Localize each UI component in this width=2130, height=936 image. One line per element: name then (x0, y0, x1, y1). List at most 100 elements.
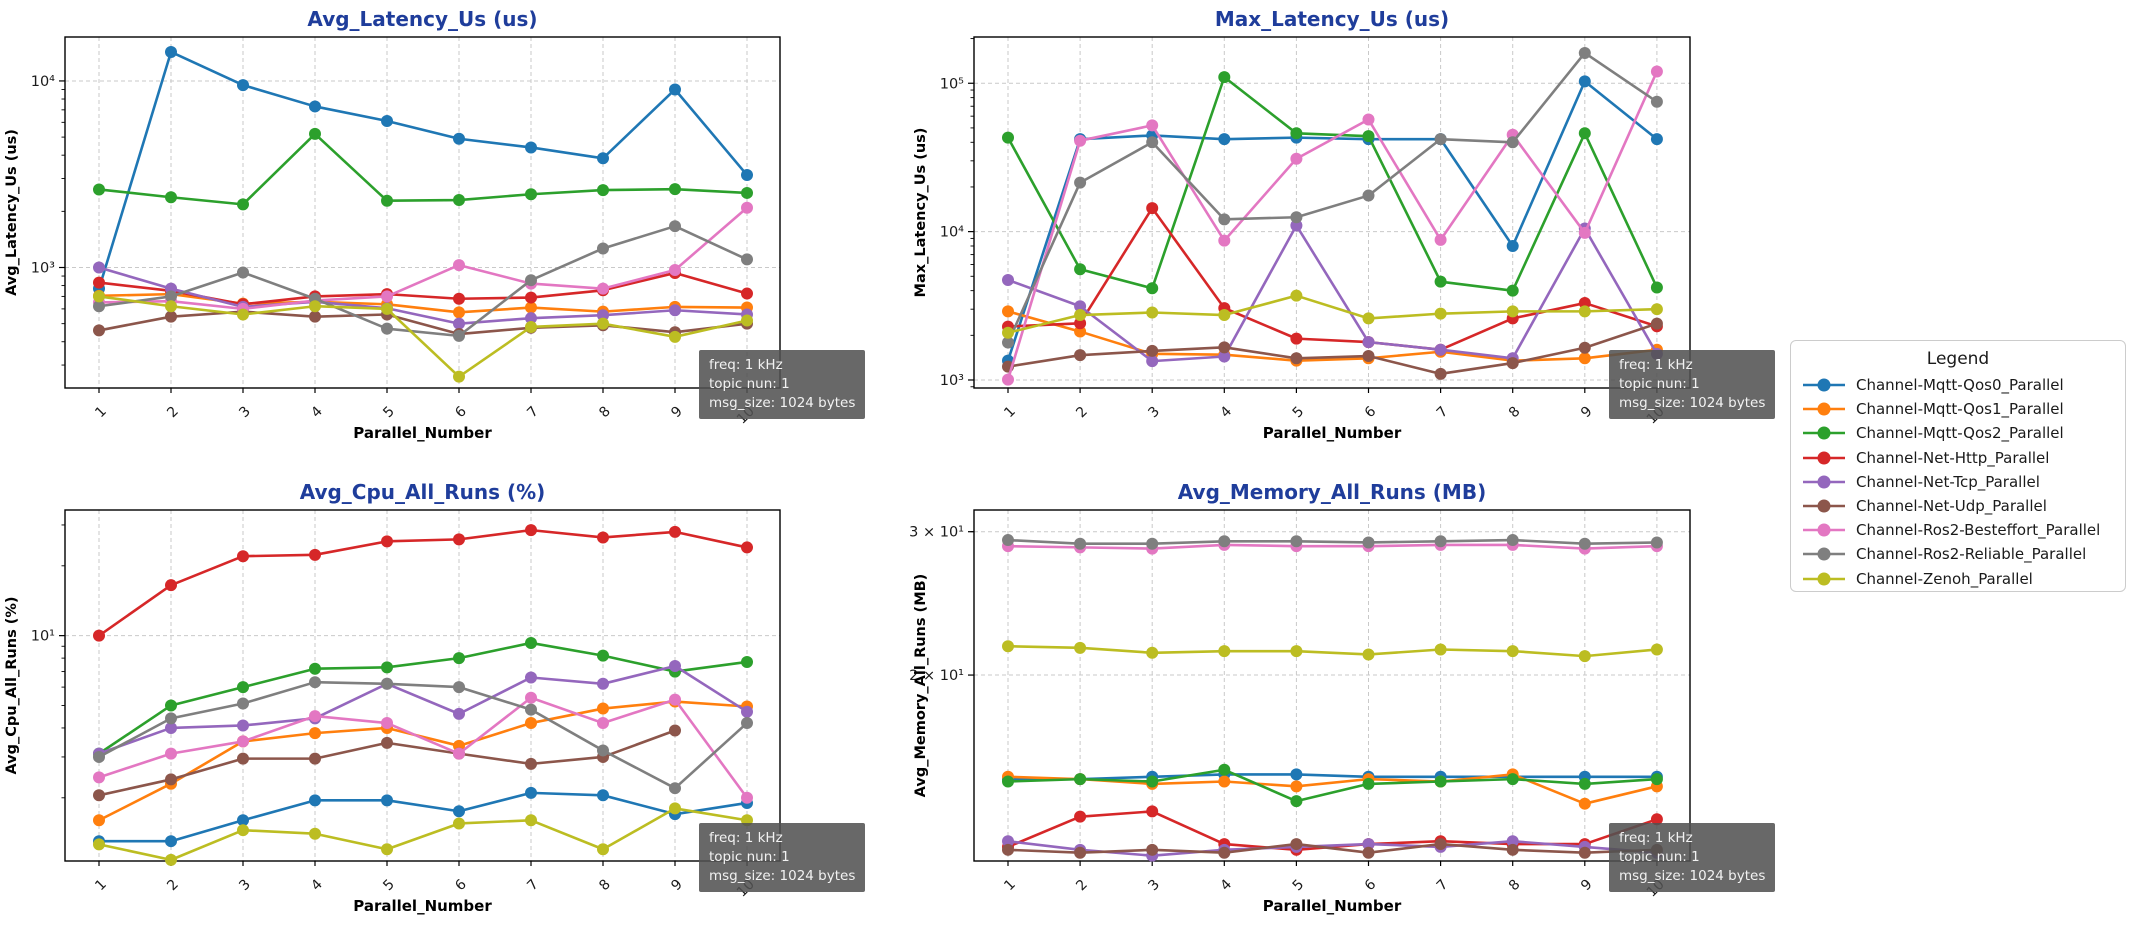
series-point-Channel-Net-Udp_Parallel (1434, 838, 1447, 851)
series-point-Channel-Ros2-Reliable_Parallel (1002, 534, 1014, 547)
series-point-Channel-Zenoh_Parallel (1650, 303, 1663, 316)
series-point-Channel-Mqtt-Qos0_Parallel (1218, 133, 1231, 146)
series-point-Channel-Net-Tcp_Parallel (525, 671, 537, 684)
series-point-Channel-Net-Http_Parallel (1146, 805, 1159, 818)
series-line-Channel-Mqtt-Qos0_Parallel (99, 791, 748, 843)
series-point-Channel-Net-Http_Parallel (1074, 317, 1087, 330)
series-point-Channel-Net-Udp_Parallel (1146, 843, 1159, 856)
series-point-Channel-Mqtt-Qos0_Parallel (597, 152, 609, 165)
series-point-Channel-Ros2-Reliable_Parallel (1290, 535, 1303, 548)
series-point-Channel-Ros2-Reliable_Parallel (1146, 136, 1159, 149)
series-point-Channel-Ros2-Besteffort_Parallel (1002, 373, 1014, 386)
series-point-Channel-Net-Udp_Parallel (381, 736, 393, 749)
series-point-Channel-Net-Udp_Parallel (309, 310, 321, 323)
series-point-Channel-Net-Tcp_Parallel (1506, 835, 1519, 848)
series-point-Channel-Mqtt-Qos0_Parallel (165, 835, 177, 848)
x-tick-label: 8 (596, 877, 614, 895)
series-point-Channel-Mqtt-Qos2_Parallel (1002, 131, 1014, 144)
x-tick-label: 4 (1218, 876, 1236, 894)
series-line-Channel-Net-Tcp_Parallel (1007, 224, 1659, 363)
x-tick-label: 3 (1145, 877, 1163, 895)
x-tick-label: 3 (236, 877, 254, 895)
series-point-Channel-Ros2-Reliable_Parallel (1506, 534, 1519, 547)
annotation-line: topic nun: 1 (709, 376, 790, 392)
legend: Legend Channel-Mqtt-Qos0_Parallel Channe… (1790, 340, 2126, 592)
series-point-Channel-Mqtt-Qos1_Parallel (1074, 325, 1087, 338)
series-line-Channel-Net-Tcp_Parallel (98, 664, 748, 755)
series-point-Channel-Net-Tcp_Parallel (165, 721, 177, 734)
series-line-Channel-Mqtt-Qos0_Parallel (1006, 80, 1658, 362)
series-point-Channel-Ros2-Besteffort_Parallel (597, 717, 609, 730)
series-point-Channel-Ros2-Besteffort_Parallel (453, 747, 465, 760)
series-point-Channel-Net-Http_Parallel (165, 579, 177, 592)
series-point-Channel-Net-Http_Parallel (597, 531, 609, 544)
series-point-Channel-Ros2-Reliable_Parallel (453, 329, 465, 342)
series-point-Channel-Net-Udp_Parallel (525, 757, 537, 770)
chart-title-avg-latency: Avg_Latency_Us (us) (307, 7, 537, 31)
chart-title-avg-cpu: Avg_Cpu_All_Runs (%) (300, 480, 546, 504)
legend-item-label: Channel-Ros2-Besteffort_Parallel (1856, 521, 2101, 540)
series-point-Channel-Ros2-Reliable_Parallel (381, 322, 393, 335)
series-point-Channel-Net-Udp_Parallel (1074, 846, 1087, 859)
series-point-Channel-Mqtt-Qos1_Parallel (453, 306, 465, 319)
series-point-Channel-Zenoh_Parallel (93, 290, 105, 303)
series-point-Channel-Zenoh_Parallel (309, 827, 321, 840)
series-point-Channel-Ros2-Reliable_Parallel (165, 712, 177, 725)
series-point-Channel-Mqtt-Qos2_Parallel (1578, 777, 1591, 790)
series-point-Channel-Ros2-Reliable_Parallel (669, 220, 681, 233)
series-point-Channel-Zenoh_Parallel (1218, 309, 1231, 322)
series-point-Channel-Mqtt-Qos2_Parallel (1362, 130, 1375, 143)
series-point-Channel-Ros2-Besteffort_Parallel (741, 201, 753, 214)
series-point-Channel-Mqtt-Qos1_Parallel (1002, 305, 1014, 318)
legend-marker-icon (1803, 378, 1845, 392)
annotation-line: msg_size: 1024 bytes (709, 395, 856, 411)
series-point-Channel-Ros2-Reliable_Parallel (741, 253, 753, 266)
legend-item-label: Channel-Net-Tcp_Parallel (1856, 472, 2040, 491)
series-point-Channel-Zenoh_Parallel (1434, 307, 1447, 320)
series-point-Channel-Net-Tcp_Parallel (525, 312, 537, 325)
series-point-Channel-Ros2-Reliable_Parallel (669, 782, 681, 795)
legend-items: Channel-Mqtt-Qos0_Parallel Channel-Mqtt-… (1791, 373, 2125, 591)
series-line-Channel-Mqtt-Qos2_Parallel (1006, 75, 1659, 292)
series-point-Channel-Zenoh_Parallel (525, 320, 537, 333)
series-point-Channel-Ros2-Reliable_Parallel (1362, 189, 1375, 202)
x-axis-label-max-latency: Parallel_Number (1263, 424, 1402, 442)
series-point-Channel-Ros2-Reliable_Parallel (1650, 536, 1663, 549)
series-point-Channel-Net-Udp_Parallel (1434, 367, 1447, 380)
series-point-Channel-Zenoh_Parallel (1290, 645, 1303, 658)
x-tick-label: 2 (164, 877, 182, 895)
y-tick-label: 3 × 10¹ (909, 525, 964, 541)
series-point-Channel-Net-Tcp_Parallel (237, 719, 249, 732)
series-point-Channel-Zenoh_Parallel (1506, 305, 1519, 318)
y-axis-label-max-latency: Max_Latency_Us (us) (913, 128, 929, 298)
series-point-Channel-Net-Tcp_Parallel (1074, 300, 1087, 313)
series-point-Channel-Net-Http_Parallel (453, 292, 465, 305)
series-point-Channel-Net-Udp_Parallel (1506, 843, 1519, 856)
series-point-Channel-Zenoh_Parallel (165, 853, 177, 866)
series-line-Channel-Ros2-Besteffort_Parallel (1006, 70, 1659, 381)
series-point-Channel-Zenoh_Parallel (381, 302, 393, 315)
series-point-Channel-Net-Tcp_Parallel (1002, 273, 1014, 286)
x-tick-label: 8 (1506, 404, 1524, 422)
legend-item: Channel-Mqtt-Qos0_Parallel (1791, 373, 2125, 397)
series-point-Channel-Net-Http_Parallel (669, 525, 681, 538)
series-point-Channel-Zenoh_Parallel (597, 317, 609, 330)
x-tick-label: 2 (164, 404, 182, 422)
series-point-Channel-Mqtt-Qos2_Parallel (1074, 773, 1087, 786)
series-point-Channel-Zenoh_Parallel (669, 330, 681, 343)
x-tick-label: 3 (236, 404, 254, 422)
series-point-Channel-Mqtt-Qos2_Parallel (1218, 763, 1231, 776)
series-line-Channel-Net-Tcp_Parallel (1007, 839, 1658, 857)
y-tick-label: 10⁴ (940, 225, 964, 241)
series-line-Channel-Mqtt-Qos2_Parallel (1007, 768, 1657, 803)
series-point-Channel-Mqtt-Qos2_Parallel (1002, 775, 1014, 788)
series-point-Channel-Net-Udp_Parallel (1218, 846, 1231, 859)
legend-item-label: Channel-Zenoh_Parallel (1856, 569, 2033, 588)
series-point-Channel-Mqtt-Qos2_Parallel (309, 127, 321, 140)
y-tick-label: 10³ (31, 261, 55, 277)
series-point-Channel-Mqtt-Qos2_Parallel (1506, 284, 1519, 297)
series-point-Channel-Ros2-Reliable_Parallel (1290, 211, 1303, 224)
series-point-Channel-Ros2-Reliable_Parallel (597, 744, 609, 757)
y-axis-label-avg-memory: Avg_Memory_All_Runs (MB) (913, 574, 929, 798)
series-point-Channel-Zenoh_Parallel (309, 300, 321, 313)
